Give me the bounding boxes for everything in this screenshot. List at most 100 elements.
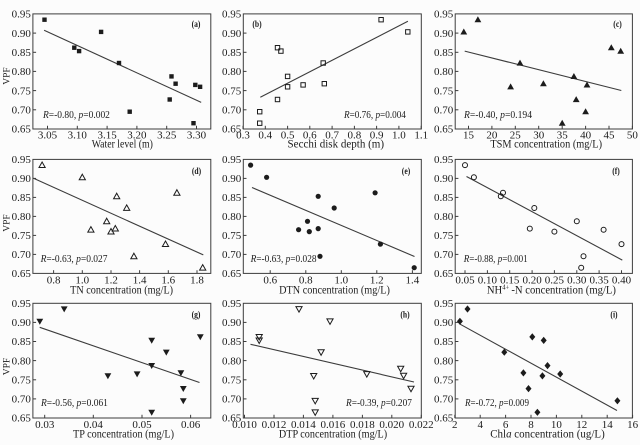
svg-text:0.05: 0.05 [132,419,152,431]
svg-text:2: 2 [452,419,458,431]
svg-text:0.65: 0.65 [434,413,454,425]
svg-text:NH4+​ -N concentration (mg/L): NH4+​ -N concentration (mg/L) [487,284,616,296]
svg-text:8: 8 [528,419,534,431]
svg-text:(d): (d) [192,165,201,176]
svg-text:0.95: 0.95 [434,9,454,21]
svg-text:0.80: 0.80 [434,66,454,78]
svg-text:0.80: 0.80 [12,66,32,78]
svg-text:DTN concentration (mg/L): DTN concentration (mg/L) [279,284,390,297]
svg-text:1.0: 1.0 [75,274,89,286]
svg-text:0.70: 0.70 [434,394,454,406]
svg-text:3.15: 3.15 [97,130,117,142]
svg-text:0.95: 0.95 [12,154,32,166]
svg-text:0.80: 0.80 [222,211,242,223]
svg-text:0.80: 0.80 [434,211,454,223]
svg-text:0.75: 0.75 [434,375,454,387]
svg-text:0.014: 0.014 [291,419,316,431]
svg-text:0.30: 0.30 [567,274,587,286]
svg-text:12: 12 [576,419,587,431]
svg-text:1.0: 1.0 [392,130,406,142]
svg-text:20: 20 [486,130,498,142]
svg-text:0.90: 0.90 [434,317,454,329]
svg-text:0.8: 0.8 [47,274,61,286]
svg-text:(b): (b) [252,18,261,29]
svg-text:0.90: 0.90 [12,317,32,329]
svg-text:0.75: 0.75 [434,85,454,97]
svg-text:Secchi disk depth (m): Secchi disk depth (m) [288,138,385,150]
svg-text:0.70: 0.70 [222,105,242,117]
svg-text:R=-0.72, p=0.009: R=-0.72, p=0.009 [464,397,529,409]
svg-text:0.70: 0.70 [434,105,454,117]
svg-text:0.40: 0.40 [612,274,632,286]
svg-text:0.5: 0.5 [281,130,295,142]
svg-text:R=-0.80, p=0.002: R=-0.80, p=0.002 [42,109,110,121]
svg-text:R=-0.56, p=0.061: R=-0.56, p=0.061 [40,397,108,409]
svg-text:1.4: 1.4 [133,274,147,286]
svg-text:0.70: 0.70 [12,105,32,117]
svg-text:0.70: 0.70 [12,394,32,406]
svg-text:0.80: 0.80 [12,211,32,223]
svg-text:0.75: 0.75 [222,85,242,97]
svg-text:0.016: 0.016 [321,419,346,431]
svg-text:0.7: 0.7 [325,130,339,142]
svg-text:0.90: 0.90 [222,317,242,329]
svg-text:0.4: 0.4 [258,130,272,142]
svg-text:(c): (c) [613,18,622,29]
svg-text:0.65: 0.65 [12,124,32,136]
svg-text:50: 50 [627,130,639,142]
svg-text:40: 40 [580,130,592,142]
svg-text:0.20: 0.20 [522,274,542,286]
svg-text:DTP concentration (mg/L): DTP concentration (mg/L) [279,428,388,441]
svg-text:1.0: 1.0 [334,274,348,286]
svg-text:0.012: 0.012 [262,419,287,431]
svg-text:0.75: 0.75 [222,230,242,242]
svg-text:0.95: 0.95 [222,154,242,166]
svg-text:0.90: 0.90 [12,173,32,185]
svg-text:1.2: 1.2 [370,274,384,286]
svg-text:0.80: 0.80 [12,355,32,367]
svg-text:(f): (f) [612,165,620,176]
svg-text:0.90: 0.90 [222,173,242,185]
svg-text:0.15: 0.15 [500,274,520,286]
svg-text:1.6: 1.6 [161,274,175,286]
svg-text:15: 15 [463,130,475,142]
svg-text:TSM concentration (mg/L): TSM concentration (mg/L) [490,138,602,151]
svg-text:0.70: 0.70 [12,249,32,261]
svg-text:4: 4 [477,419,483,431]
svg-text:0.95: 0.95 [434,298,454,310]
svg-text:0.018: 0.018 [350,419,375,431]
svg-text:0.95: 0.95 [222,298,242,310]
svg-text:3.10: 3.10 [68,130,88,142]
svg-text:VPF: VPF [3,358,13,375]
svg-text:0.70: 0.70 [222,249,242,261]
svg-text:0.70: 0.70 [222,394,242,406]
svg-text:14: 14 [602,419,614,431]
svg-text:VPF: VPF [3,67,13,84]
svg-text:0.010: 0.010 [232,419,257,431]
svg-text:1.2: 1.2 [104,274,118,286]
svg-text:0.95: 0.95 [222,9,242,21]
svg-text:16: 16 [627,419,639,431]
svg-text:0.6: 0.6 [263,274,277,286]
svg-text:30: 30 [533,130,545,142]
svg-text:0.80: 0.80 [434,355,454,367]
svg-text:0.80: 0.80 [222,66,242,78]
svg-text:10: 10 [551,419,563,431]
svg-text:0.75: 0.75 [12,375,32,387]
svg-text:0.03: 0.03 [35,419,55,431]
svg-text:R=-0.63, p=0.028: R=-0.63, p=0.028 [250,253,317,265]
svg-text:Chla concentration (ug/L): Chla concentration (ug/L) [490,428,605,440]
svg-text:1.8: 1.8 [190,274,204,286]
svg-text:0.8: 0.8 [348,130,362,142]
svg-text:0.90: 0.90 [222,28,242,40]
svg-text:0.65: 0.65 [12,413,32,425]
svg-text:0.85: 0.85 [434,336,454,348]
svg-text:0.85: 0.85 [222,47,242,59]
svg-text:0.65: 0.65 [222,268,242,280]
svg-text:0.95: 0.95 [434,154,454,166]
svg-text:0.65: 0.65 [222,124,242,136]
svg-text:0.35: 0.35 [589,274,609,286]
svg-text:0.90: 0.90 [12,28,32,40]
svg-text:1.1: 1.1 [414,130,428,142]
svg-text:0.85: 0.85 [434,192,454,204]
